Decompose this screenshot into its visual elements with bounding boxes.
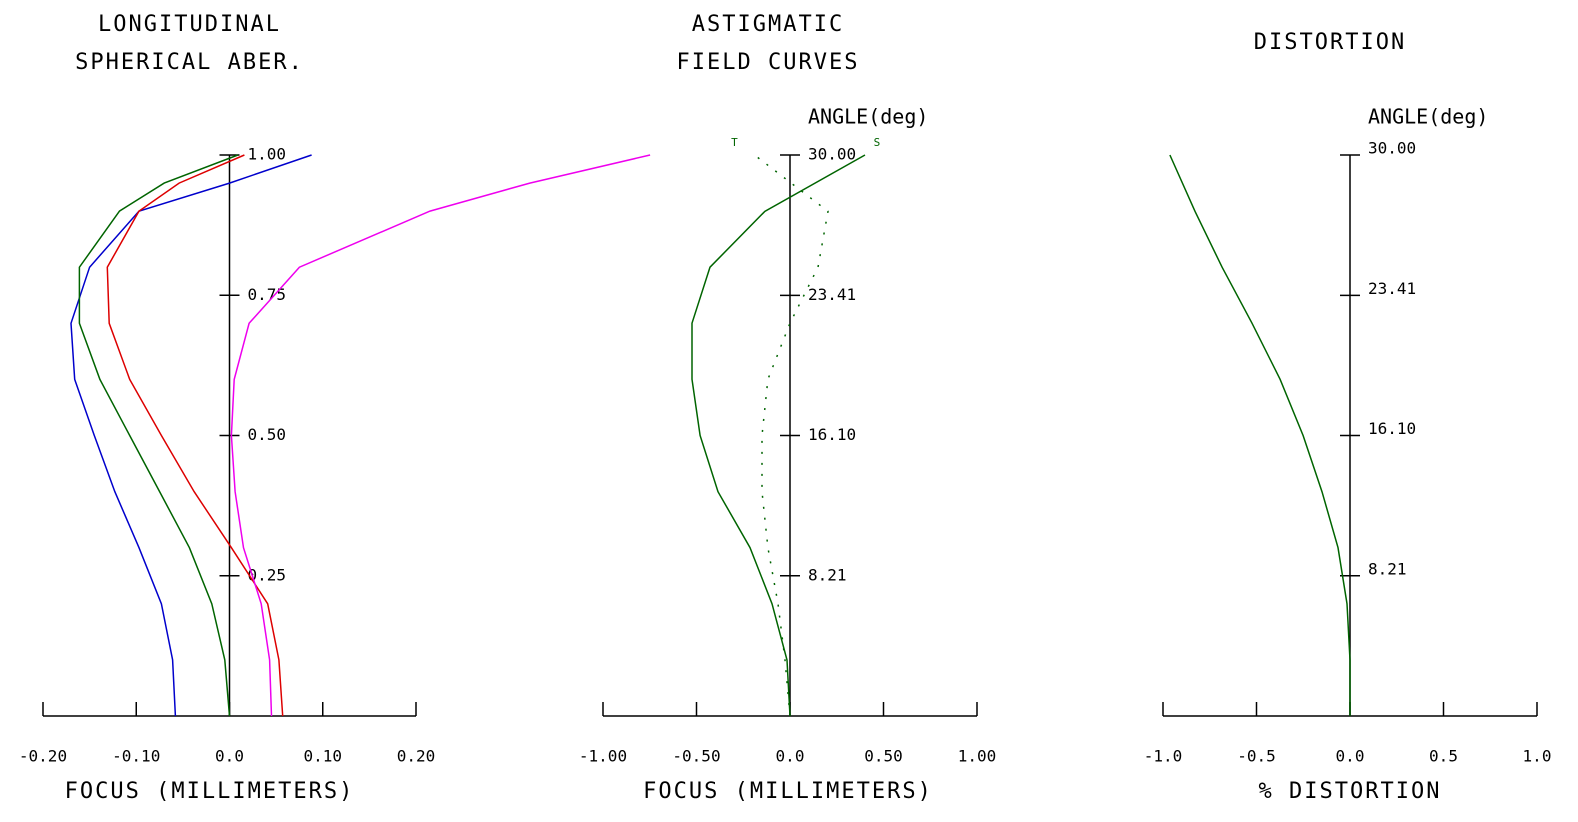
y-tick-label: 23.41 — [808, 285, 856, 304]
x-tick-label: -1.00 — [579, 747, 627, 766]
chart-title: LONGITUDINAL — [98, 12, 281, 37]
y-tick-label: 0.25 — [248, 565, 287, 584]
x-tick-label: 0.20 — [397, 747, 436, 766]
series-line — [78, 154, 239, 717]
x-tick-label: 0.0 — [1336, 747, 1365, 766]
x-axis-label: FOCUS (MILLIMETERS) — [643, 779, 933, 804]
series-label: T — [731, 136, 738, 149]
series-line — [70, 154, 312, 717]
x-tick-label: -0.10 — [112, 747, 160, 766]
x-tick-label: 0.5 — [1429, 747, 1458, 766]
y-tick-label: 8.21 — [808, 565, 847, 584]
x-tick-label: -0.20 — [19, 747, 67, 766]
y-tick-label: 1.00 — [248, 145, 287, 164]
chart-title: ASTIGMATIC — [692, 12, 844, 37]
y-tick-label: 0.50 — [248, 425, 287, 444]
series-line — [691, 154, 866, 717]
x-tick-label: 0.50 — [864, 747, 903, 766]
chart-title: FIELD CURVES — [677, 50, 860, 75]
series-label: S — [874, 136, 881, 149]
series-line — [230, 154, 651, 717]
x-axis-label: % DISTORTION — [1259, 779, 1442, 804]
y-tick-label: 30.00 — [808, 145, 856, 164]
y-tick-label: 0.75 — [248, 285, 287, 304]
y-axis-label: ANGLE(deg) — [808, 105, 928, 129]
series-line — [1169, 154, 1351, 716]
x-axis-label: FOCUS (MILLIMETERS) — [65, 779, 355, 804]
series-line — [106, 154, 284, 717]
y-axis-label: ANGLE(deg) — [1368, 105, 1488, 129]
chart-title: SPHERICAL ABER. — [75, 50, 304, 75]
chart-title: DISTORTION — [1254, 30, 1406, 55]
x-tick-label: 0.0 — [776, 747, 805, 766]
x-tick-label: 1.0 — [1523, 747, 1552, 766]
y-tick-label: 23.41 — [1368, 279, 1416, 298]
x-tick-label: 0.0 — [215, 747, 244, 766]
y-tick-label: 30.00 — [1368, 139, 1416, 158]
x-tick-label: -0.5 — [1237, 747, 1276, 766]
y-tick-label: 16.10 — [1368, 419, 1416, 438]
x-tick-label: -0.50 — [672, 747, 720, 766]
y-tick-label: 16.10 — [808, 425, 856, 444]
x-tick-label: -1.0 — [1144, 747, 1183, 766]
y-tick-label: 8.21 — [1368, 559, 1407, 578]
x-tick-label: 1.00 — [958, 747, 997, 766]
x-tick-label: 0.10 — [303, 747, 342, 766]
